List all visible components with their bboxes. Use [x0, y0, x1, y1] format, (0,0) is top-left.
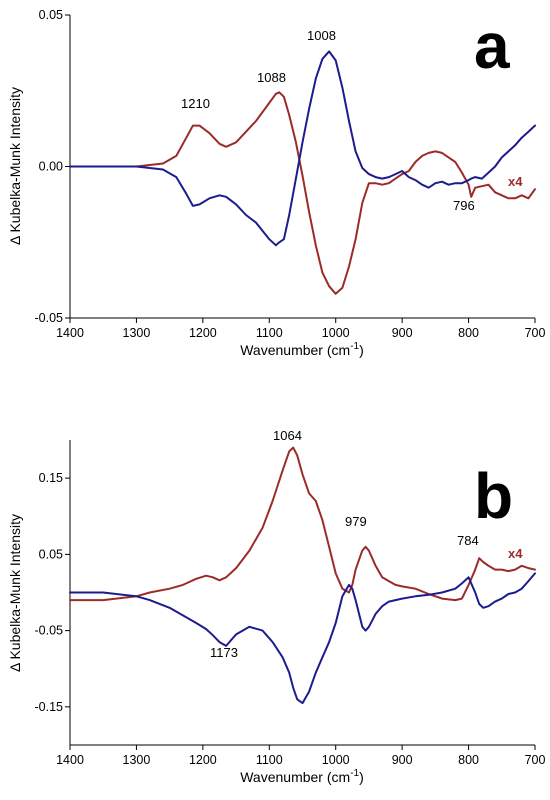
x-tick-label: 1000 — [322, 753, 350, 767]
panel-b-scale-note: x4 — [508, 546, 523, 561]
y-tick-label: 0.15 — [39, 471, 63, 485]
panel-a-scale-note: x4 — [508, 174, 523, 189]
panel-a-annotation-1088: 1088 — [257, 70, 286, 85]
y-tick-label: -0.15 — [35, 700, 64, 714]
panel-b-annotation-1173: 1173 — [210, 645, 238, 660]
red-spectrum-line — [69, 91, 536, 295]
panel-a-annotation-1008: 1008 — [307, 28, 336, 43]
x-tick-label: 1300 — [123, 326, 151, 340]
panel-b-x-ticks: 1400 1300 1200 1100 1000 900 800 700 — [56, 745, 545, 767]
y-tick-label: -0.05 — [35, 624, 64, 638]
x-tick-label: 1200 — [189, 753, 217, 767]
x-tick-label: 1300 — [123, 753, 151, 767]
panel-b-annotation-979: 979 — [345, 514, 367, 529]
panel-a-series — [69, 50, 536, 295]
x-tick-label: 1400 — [56, 326, 84, 340]
x-tick-label: 800 — [458, 326, 479, 340]
red-spectrum-line — [69, 446, 536, 602]
panel-b-x-axis-title: Wavenumber (cm-1) — [240, 768, 364, 785]
y-tick-label: -0.05 — [35, 311, 64, 325]
y-tick-label: 0.05 — [39, 547, 63, 561]
panel-a-label: a — [474, 10, 510, 82]
x-tick-label: 1400 — [56, 753, 84, 767]
y-tick-label: 0.00 — [39, 160, 63, 174]
x-tick-label: 900 — [392, 753, 413, 767]
panel-b-y-ticks: -0.15 -0.05 0.05 0.15 — [35, 471, 70, 714]
x-tick-label: 1100 — [256, 326, 283, 340]
panel-b-label: b — [474, 460, 513, 532]
y-tick-label: 0.05 — [39, 8, 63, 22]
panel-a-y-ticks: -0.05 0.00 0.05 — [35, 8, 70, 325]
panel-a-annotation-1210: 1210 — [181, 96, 210, 111]
panel-b-y-axis-title: Δ Kubelka-Munk Intensity — [7, 514, 23, 672]
panel-a-annotation-796: 796 — [453, 198, 475, 213]
blue-spectrum-line — [69, 572, 536, 705]
panel-b-annotation-784: 784 — [457, 533, 479, 548]
x-tick-label: 700 — [525, 326, 546, 340]
x-tick-label: 900 — [392, 326, 413, 340]
panel-b: 1400 1300 1200 1100 1000 900 800 700 -0.15 -0.05… — [7, 428, 545, 785]
x-tick-label: 800 — [458, 753, 479, 767]
x-tick-label: 1000 — [322, 326, 350, 340]
panel-a-x-axis-title: Wavenumber (cm-1) — [240, 341, 364, 358]
blue-spectrum-line — [69, 50, 536, 247]
panel-a-y-axis-title: Δ Kubelka-Munk Intensity — [7, 87, 23, 245]
panel-b-annotation-1064: 1064 — [273, 428, 302, 443]
x-tick-label: 1200 — [189, 326, 217, 340]
panel-a-x-ticks: 1400 1300 1200 1100 1000 900 800 700 — [56, 318, 545, 340]
x-tick-label: 1100 — [256, 753, 283, 767]
panel-b-series — [69, 446, 536, 705]
x-tick-label: 700 — [525, 753, 546, 767]
panel-a: 1400 1300 1200 1100 1000 900 800 700 -0.05 0.00 0… — [7, 8, 545, 358]
